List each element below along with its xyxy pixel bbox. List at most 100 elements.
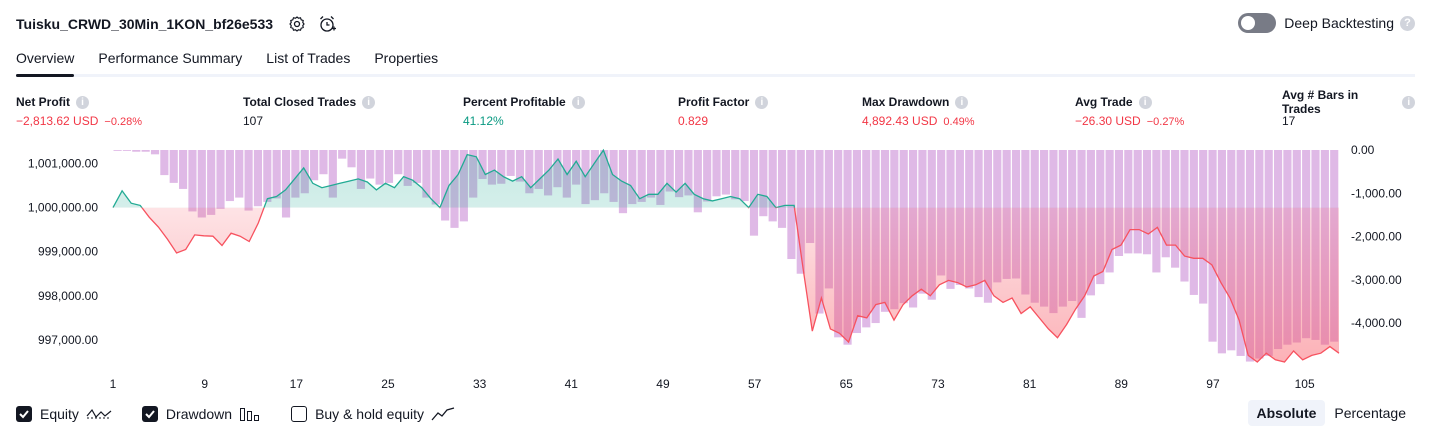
drawdown-bar xyxy=(188,150,197,212)
drawdown-bar xyxy=(703,150,712,202)
metric-total-closed-trades: Total Closed Trades i 107 xyxy=(243,94,376,128)
x-tick-label: 105 xyxy=(1295,377,1315,391)
x-tick-label: 41 xyxy=(565,377,579,391)
drawdown-bar xyxy=(665,150,674,192)
drawdown-bar xyxy=(646,150,656,198)
info-icon[interactable]: i xyxy=(76,95,89,109)
gear-icon[interactable] xyxy=(287,14,307,34)
tab-list-of-trades[interactable]: List of Trades xyxy=(266,50,351,66)
metric-label: Max Drawdown xyxy=(862,95,950,109)
equity-line-negative xyxy=(112,207,1340,363)
drawdown-bar xyxy=(122,150,132,151)
mode-percentage[interactable]: Percentage xyxy=(1334,405,1406,421)
drawdown-bar xyxy=(656,150,665,205)
drawdown-bar xyxy=(366,150,375,179)
drawdown-bar xyxy=(515,150,525,182)
tab-overview[interactable]: Overview xyxy=(16,46,75,77)
drawdown-bar xyxy=(1133,150,1142,254)
tab-properties[interactable]: Properties xyxy=(374,50,439,66)
drawdown-bar xyxy=(291,150,300,198)
metric-value: 107 xyxy=(243,114,264,128)
metric-profit-factor: Profit Factor i 0.829 xyxy=(678,94,769,128)
info-icon[interactable]: i xyxy=(571,95,585,109)
drawdown-bar xyxy=(132,150,141,152)
drawdown-bar xyxy=(721,150,730,195)
metric-value: 17 xyxy=(1282,114,1296,128)
tab-performance-summary[interactable]: Performance Summary xyxy=(98,50,243,66)
drawdown-bar xyxy=(487,150,497,185)
equity-checkbox[interactable] xyxy=(16,406,32,422)
left-tick-label: 998,000.00 xyxy=(38,289,98,303)
info-icon[interactable]: i xyxy=(362,95,376,109)
legend-label: Equity xyxy=(40,406,79,422)
metric-label: Net Profit xyxy=(16,95,70,109)
left-tick-label: 1,001,000.00 xyxy=(28,156,98,170)
drawdown-bar xyxy=(412,150,422,183)
metric-percent-profitable: Percent Profitable i 41.12% xyxy=(463,94,585,128)
equity-lines xyxy=(112,148,1340,363)
drawdown-bar xyxy=(272,150,281,199)
buy-hold-checkbox[interactable] xyxy=(291,406,308,422)
equity-area-positive xyxy=(113,150,795,208)
drawdown-bar xyxy=(169,150,178,183)
equity-line-positive xyxy=(112,148,796,208)
metric-net-profit: Net Profit i −2,813.62 USD −0.28% xyxy=(16,94,142,128)
drawdown-bar xyxy=(356,150,365,189)
metric-value: 4,892.43 USD xyxy=(862,114,938,128)
drawdown-bar xyxy=(1114,150,1124,256)
deep-backtesting-toggle[interactable] xyxy=(1238,13,1277,33)
drawdown-bar xyxy=(806,150,815,244)
left-axis: 1,001,000.00 1,000,000.00 999,000.00 998,00… xyxy=(28,156,98,346)
right-tick-label: 0.00 xyxy=(1351,143,1375,157)
drawdown-bar xyxy=(375,150,384,185)
drawdown-bar xyxy=(338,150,347,159)
legend-label: Drawdown xyxy=(165,406,233,422)
info-icon[interactable]: i xyxy=(1402,95,1415,109)
legend-label: Buy & hold equity xyxy=(315,406,425,422)
drawdown-bar xyxy=(506,150,515,176)
drawdown-checkbox[interactable] xyxy=(141,406,158,422)
drawdown-bar xyxy=(637,150,646,202)
equity-areas xyxy=(113,150,1339,362)
metric-label: Avg # Bars in Trades xyxy=(1282,88,1359,116)
drawdown-bar xyxy=(141,150,150,152)
drawdown-bar xyxy=(384,150,394,183)
drawdown-bar xyxy=(628,150,637,205)
metric-label: Avg Trade xyxy=(1075,95,1133,109)
info-icon[interactable]: i xyxy=(1138,95,1152,109)
x-tick-label: 89 xyxy=(1115,377,1129,391)
drawdown-bar xyxy=(244,150,253,211)
drawdown-bar xyxy=(1142,150,1152,255)
drawdown-bar xyxy=(403,150,412,186)
metric-percent: −0.28% xyxy=(104,116,143,128)
metric-percent: 0.49% xyxy=(943,116,975,128)
drawdown-bar xyxy=(534,150,543,189)
x-tick-label: 1 xyxy=(110,377,117,391)
x-tick-label: 33 xyxy=(473,377,487,391)
help-icon[interactable]: ? xyxy=(1400,15,1415,31)
info-icon[interactable]: i xyxy=(755,95,769,109)
equity-area-negative xyxy=(113,207,1339,362)
x-tick-label: 73 xyxy=(931,377,945,391)
equity-chart[interactable]: 1,001,000.00 1,000,000.00 999,000.00 998,00… xyxy=(0,140,1431,395)
legend-drawdown[interactable]: Drawdown xyxy=(141,406,261,422)
strategy-title: Tuisku_CRWD_30Min_1KON_bf26e533 xyxy=(16,16,274,32)
x-tick-label: 9 xyxy=(201,377,208,391)
x-tick-label: 81 xyxy=(1023,377,1037,391)
right-tick-label: -4,000.00 xyxy=(1351,316,1402,330)
drawdown-bar xyxy=(235,150,244,198)
mode-absolute[interactable]: Absolute xyxy=(1247,400,1326,426)
legend-buy-hold[interactable]: Buy & hold equity xyxy=(291,406,455,422)
metric-value: 0.829 xyxy=(678,114,709,128)
metric-percent: −0.27% xyxy=(1146,116,1185,128)
right-tick-label: -3,000.00 xyxy=(1351,273,1402,287)
drawdown-bar xyxy=(1161,150,1170,258)
info-icon[interactable]: i xyxy=(955,95,969,109)
drawdown-bar xyxy=(113,150,122,151)
legend-equity[interactable]: Equity xyxy=(16,406,112,422)
alarm-clock-plus-icon[interactable] xyxy=(317,14,337,34)
drawdown-bar xyxy=(1124,150,1133,254)
drawdown-bar xyxy=(263,150,272,202)
trend-line-icon xyxy=(431,406,455,422)
drawdown-bar xyxy=(150,150,160,155)
